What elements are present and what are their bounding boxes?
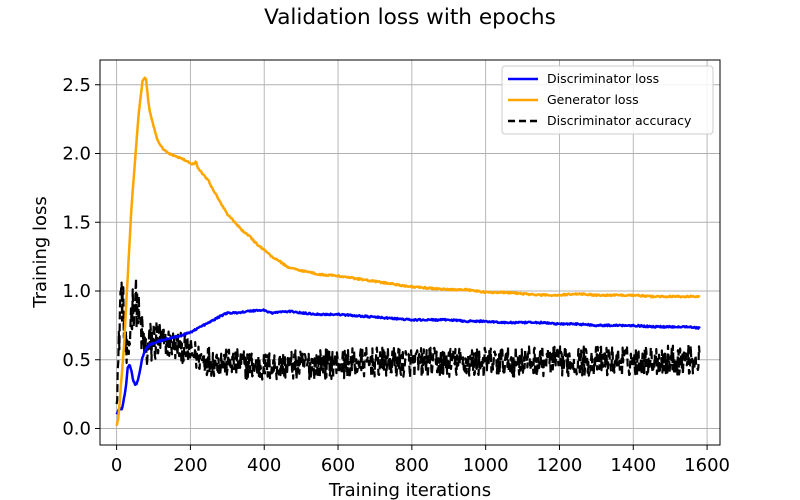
series-line-generator-loss — [115, 76, 701, 426]
series-line-discriminator-accuracy — [115, 277, 701, 405]
y-tick-label: 0.0 — [62, 419, 91, 440]
chart-title: Validation loss with epochs — [264, 5, 556, 30]
legend-label-generator-loss: Generator loss — [547, 92, 639, 107]
series-layer — [115, 76, 701, 426]
x-tick-label: 0 — [111, 455, 122, 476]
x-tick-label: 600 — [321, 455, 355, 476]
legend-label-discriminator-accuracy: Discriminator accuracy — [547, 113, 692, 128]
x-axis-label: Training iterations — [328, 480, 491, 500]
y-axis-label: Training loss — [30, 196, 51, 309]
plot-area-frame — [99, 59, 721, 446]
x-tick-label: 400 — [247, 455, 281, 476]
legend: Discriminator loss Generator loss Discri… — [501, 65, 714, 135]
y-tick-label: 1.0 — [62, 281, 91, 302]
x-tick-label: 800 — [395, 455, 429, 476]
y-tick-label: 0.5 — [62, 350, 91, 371]
y-tick-label: 2.5 — [62, 75, 91, 96]
x-tick-label: 1200 — [537, 455, 583, 476]
series-line-discriminator-loss — [115, 308, 701, 415]
x-tick-label: 1600 — [684, 455, 730, 476]
legend-label-discriminator-loss: Discriminator loss — [547, 71, 659, 86]
legend-box — [501, 65, 714, 135]
x-tick-label: 1400 — [610, 455, 656, 476]
y-tick-label: 2.0 — [62, 144, 91, 165]
x-tick-label: 1000 — [463, 455, 509, 476]
x-tick-label: 200 — [173, 455, 207, 476]
ticks: 0 200 400 600 800 1000 1200 1400 1600 0.0 0.5 1.0 1.… — [62, 75, 730, 476]
y-tick-label: 1.5 — [62, 212, 91, 233]
